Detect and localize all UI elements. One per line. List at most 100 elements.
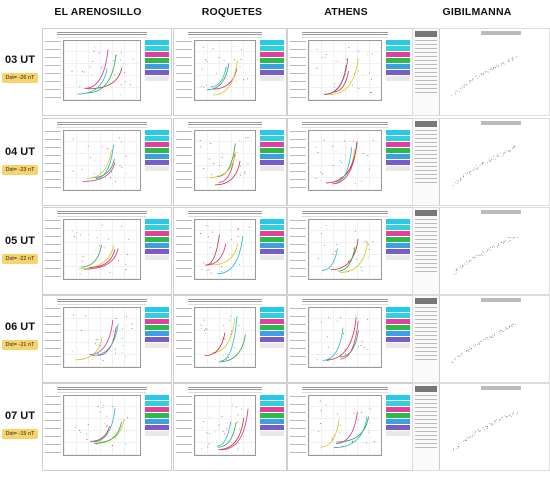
echo-point bbox=[239, 66, 241, 68]
ionogram-panel bbox=[287, 383, 413, 471]
echo-point bbox=[372, 241, 374, 243]
ionogram-plot-area bbox=[308, 307, 382, 368]
ionogram-panel bbox=[287, 207, 413, 295]
y-axis-ticks bbox=[290, 308, 306, 366]
echo-point bbox=[512, 58, 514, 60]
echo-point bbox=[489, 423, 491, 425]
echo-trace bbox=[86, 54, 117, 94]
ionogram-traces bbox=[71, 314, 133, 361]
echo-point bbox=[472, 256, 474, 258]
echo-point bbox=[99, 171, 101, 173]
echo-trace bbox=[220, 408, 249, 451]
echo-point bbox=[491, 69, 493, 71]
echo-point bbox=[505, 152, 507, 154]
echo-trace bbox=[321, 248, 338, 271]
echo-point bbox=[509, 326, 510, 328]
echo-point bbox=[106, 415, 108, 417]
echo-point bbox=[510, 415, 512, 417]
echo-point bbox=[490, 67, 492, 69]
echo-point bbox=[469, 172, 470, 174]
echo-point bbox=[496, 245, 498, 247]
echo-point bbox=[224, 433, 226, 435]
echo-point bbox=[479, 430, 481, 432]
echo-point bbox=[94, 343, 96, 345]
echo-point bbox=[316, 48, 318, 50]
echo-point bbox=[112, 444, 114, 446]
echo-point bbox=[101, 224, 103, 226]
echo-point bbox=[94, 46, 96, 48]
echo-point bbox=[475, 165, 477, 167]
y-axis-ticks bbox=[45, 396, 61, 454]
echo-trace bbox=[211, 318, 236, 354]
echo-point bbox=[494, 67, 496, 68]
echo-point bbox=[362, 341, 364, 343]
echo-point bbox=[511, 414, 513, 415]
echo-point bbox=[335, 446, 337, 448]
echo-point bbox=[108, 238, 110, 240]
echo-trace bbox=[221, 316, 238, 362]
echo-point bbox=[499, 419, 501, 420]
echo-point bbox=[362, 74, 364, 76]
ionogram-header-info bbox=[57, 31, 147, 38]
echo-point bbox=[367, 54, 369, 56]
echo-point bbox=[488, 160, 490, 162]
echo-point bbox=[230, 315, 232, 317]
echo-point bbox=[222, 153, 224, 155]
echo-point bbox=[479, 342, 480, 344]
echo-point bbox=[125, 269, 127, 271]
ionogram-panel-gibilmanna bbox=[412, 207, 550, 295]
echo-point bbox=[466, 440, 468, 441]
echo-point bbox=[343, 140, 345, 142]
echo-point bbox=[496, 418, 498, 420]
echo-point bbox=[321, 233, 323, 235]
echo-point bbox=[489, 161, 491, 163]
echo-point bbox=[347, 261, 349, 263]
ionogram-plot-area bbox=[441, 29, 549, 115]
echo-point bbox=[204, 332, 206, 334]
parameter-legend bbox=[145, 307, 169, 349]
column-header-el-arenosillo: EL ARENOSILLO bbox=[54, 6, 142, 18]
ionogram-traces bbox=[200, 315, 246, 363]
echo-point bbox=[245, 233, 247, 235]
echo-point bbox=[514, 146, 515, 148]
echo-point bbox=[350, 351, 352, 353]
echo-point bbox=[511, 326, 513, 327]
plot-title-lines bbox=[481, 210, 521, 214]
echo-point bbox=[473, 257, 475, 259]
echo-trace bbox=[86, 149, 112, 179]
echo-point bbox=[210, 272, 212, 274]
ionogram-traces bbox=[315, 139, 374, 185]
parameter-legend bbox=[260, 130, 284, 172]
echo-point bbox=[507, 60, 509, 61]
echo-point bbox=[509, 326, 510, 327]
echo-point bbox=[468, 351, 470, 353]
echo-point bbox=[93, 50, 95, 52]
echo-point bbox=[471, 436, 473, 438]
echo-point bbox=[457, 90, 459, 92]
echo-point bbox=[468, 438, 470, 439]
echo-point bbox=[512, 56, 514, 58]
echo-point bbox=[99, 402, 101, 404]
echo-point bbox=[462, 85, 463, 87]
dst-badge: Dst= -26 nT bbox=[1, 73, 39, 83]
echo-point bbox=[458, 443, 460, 445]
echo-point bbox=[344, 72, 346, 74]
echo-point bbox=[466, 172, 468, 174]
echo-point bbox=[470, 347, 472, 349]
echo-point bbox=[205, 84, 207, 86]
echo-point bbox=[85, 433, 87, 435]
ionogram-traces bbox=[453, 411, 518, 451]
echo-point bbox=[230, 229, 232, 231]
plot-title-lines bbox=[481, 386, 521, 390]
echo-point bbox=[506, 150, 508, 152]
echo-point bbox=[510, 149, 511, 151]
echo-point bbox=[469, 173, 471, 175]
echo-point bbox=[460, 355, 462, 357]
echo-point bbox=[350, 167, 352, 169]
echo-point bbox=[320, 180, 322, 182]
y-axis-ticks bbox=[290, 131, 306, 189]
echo-point bbox=[340, 316, 342, 318]
echo-point bbox=[508, 58, 510, 60]
echo-point bbox=[79, 234, 81, 236]
ionogram-traces bbox=[316, 314, 373, 362]
